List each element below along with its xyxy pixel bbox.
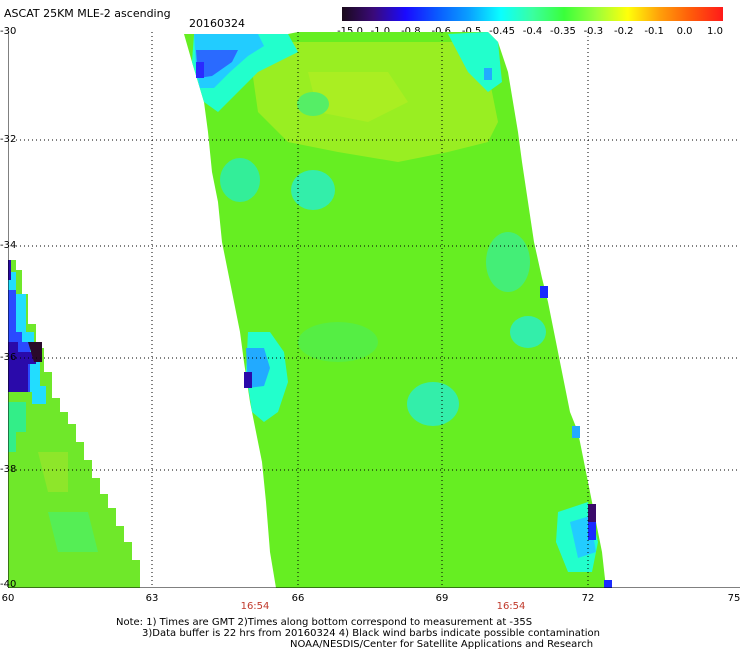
footer-note-1: Note: 1) Times are GMT 2)Times along bot… — [116, 617, 533, 628]
map-title: ASCAT 25KM MLE-2 ascending — [4, 7, 171, 20]
colorbar-label: 1.0 — [707, 26, 723, 37]
wind-map — [8, 32, 740, 588]
x-tick-label: 72 — [581, 593, 595, 604]
gridlines — [8, 32, 740, 588]
x-tick-label: 66 — [291, 593, 305, 604]
colorbar-label: -0.8 — [401, 26, 421, 37]
x-tick-label: 75 — [727, 593, 740, 604]
x-tick-label: 60 — [1, 593, 15, 604]
colorbar-label: -1.0 — [370, 26, 391, 37]
colorbar-label: -0.5 — [461, 26, 482, 37]
y-tick-label: -36 — [0, 352, 17, 363]
y-tick-label: -30 — [0, 26, 17, 37]
colorbar-label: -0.35 — [549, 26, 576, 37]
colorbar-gradient — [342, 7, 723, 21]
main-swath — [184, 32, 612, 588]
left-swath — [8, 260, 140, 588]
colorbar-fill — [342, 7, 723, 21]
colorbar-label: -0.4 — [522, 26, 543, 37]
time-label-right: 16:54 — [496, 601, 526, 612]
colorbar-label: -0.2 — [613, 26, 634, 37]
y-tick-label: -34 — [0, 240, 17, 251]
colorbar-label: -15.0 — [337, 26, 363, 37]
colorbar-label: -0.6 — [431, 26, 452, 37]
y-tick-label: -40 — [0, 579, 17, 590]
y-tick-label: -38 — [0, 464, 17, 475]
colorbar-label: -0.3 — [583, 26, 604, 37]
colorbar — [342, 6, 723, 21]
map-date: 20160324 — [189, 17, 245, 30]
x-tick-label: 69 — [435, 593, 449, 604]
footer-note-3: NOAA/NESDIS/Center for Satellite Applica… — [290, 639, 594, 650]
footer-note-2: 3)Data buffer is 22 hrs from 20160324 4)… — [142, 628, 600, 639]
y-tick-label: -32 — [0, 134, 17, 145]
colorbar-label: 0.0 — [676, 26, 693, 37]
colorbar-label: -0.1 — [644, 26, 664, 37]
time-label-left: 16:54 — [240, 601, 270, 612]
x-tick-label: 63 — [145, 593, 159, 604]
colorbar-label: -0.45 — [489, 26, 516, 37]
